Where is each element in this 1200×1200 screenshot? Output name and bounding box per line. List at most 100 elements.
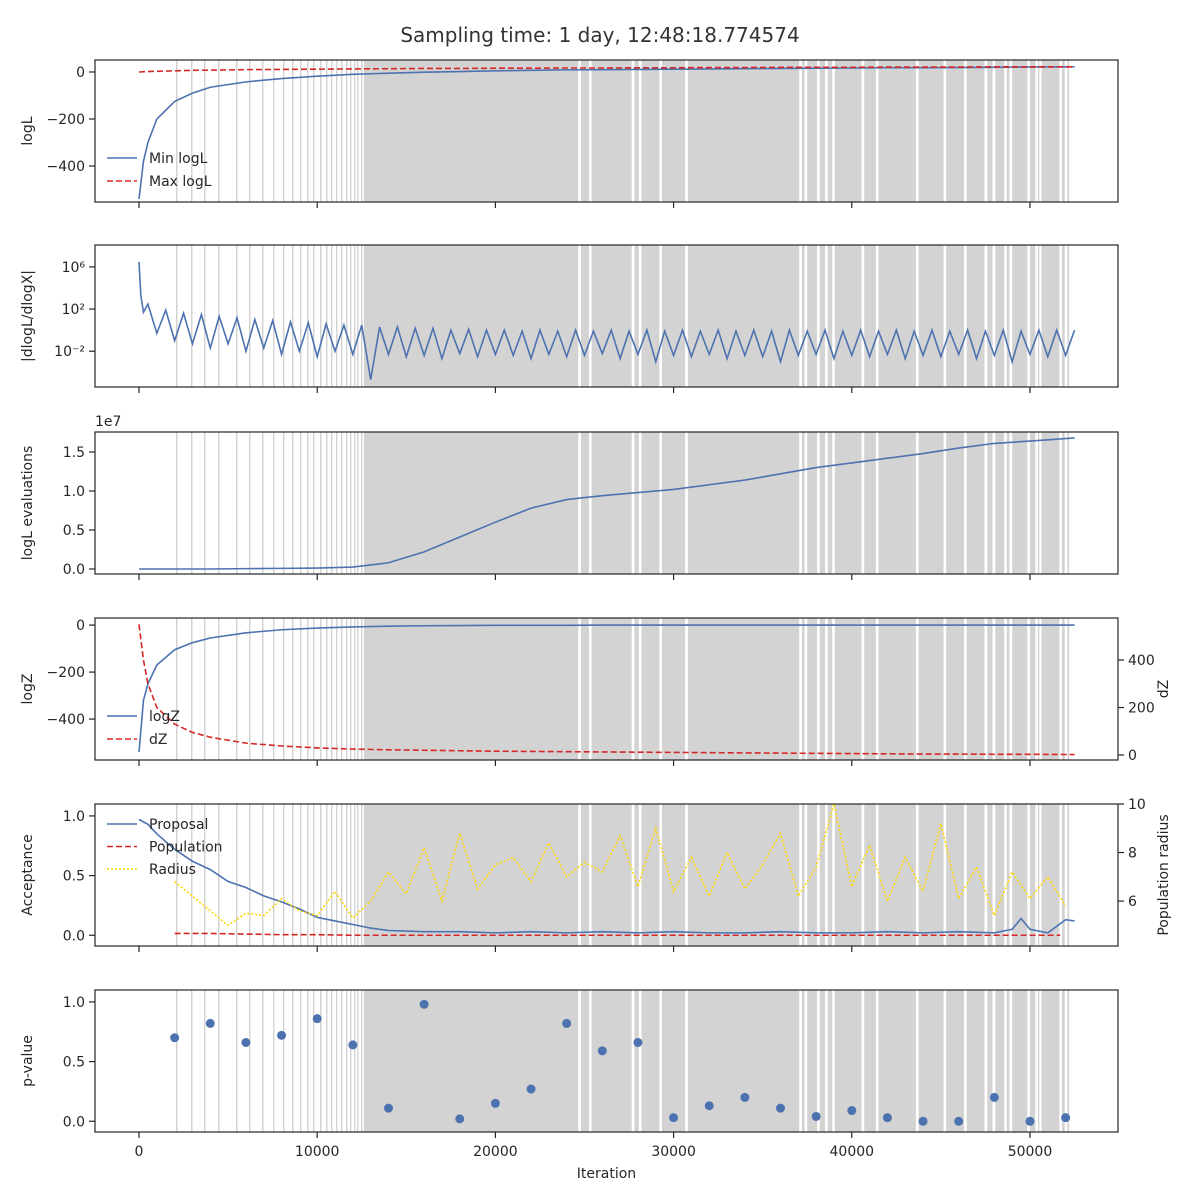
shaded-span bbox=[801, 432, 805, 574]
shaded-span bbox=[292, 60, 294, 202]
shaded-span bbox=[918, 990, 944, 1132]
shaded-span bbox=[326, 432, 328, 574]
shaded-span bbox=[1037, 245, 1040, 387]
scatter-point bbox=[562, 1018, 572, 1028]
shaded-span bbox=[995, 618, 1005, 760]
shaded-span bbox=[336, 245, 338, 387]
shaded-span bbox=[1012, 432, 1028, 574]
shaded-span bbox=[801, 804, 805, 946]
y-tick-label: 10² bbox=[62, 302, 85, 318]
shaded-span bbox=[1029, 618, 1036, 760]
shaded-span bbox=[363, 60, 579, 202]
shaded-span bbox=[1062, 618, 1065, 760]
shaded-span bbox=[350, 990, 352, 1132]
y-tick-label: 0.0 bbox=[63, 928, 85, 944]
shaded-span bbox=[249, 245, 251, 387]
y2-tick-label: 200 bbox=[1128, 701, 1155, 717]
shaded-span bbox=[236, 990, 238, 1132]
y2-tick-label: 10 bbox=[1128, 797, 1146, 813]
shaded-span bbox=[354, 60, 356, 202]
shaded-span bbox=[1067, 245, 1070, 387]
shaded-span bbox=[662, 60, 686, 202]
shaded-span bbox=[946, 618, 965, 760]
shaded-span bbox=[300, 804, 302, 946]
shaded-span bbox=[283, 990, 285, 1132]
x-tick-label: 30000 bbox=[651, 1144, 696, 1160]
shaded-span bbox=[292, 245, 294, 387]
shaded-span bbox=[864, 618, 876, 760]
axis-offset-label: 1e7 bbox=[95, 414, 121, 430]
legend-label: Radius bbox=[149, 862, 196, 878]
shaded-span bbox=[283, 432, 285, 574]
shaded-span bbox=[320, 245, 322, 387]
shaded-span bbox=[249, 618, 251, 760]
shaded-span bbox=[580, 990, 589, 1132]
shaded-span bbox=[834, 245, 862, 387]
shaded-span bbox=[1006, 990, 1010, 1132]
shaded-span bbox=[580, 432, 589, 574]
shaded-span bbox=[1067, 804, 1070, 946]
shaded-span bbox=[320, 804, 322, 946]
shaded-span bbox=[236, 245, 238, 387]
series-line bbox=[174, 932, 1061, 937]
shaded-span bbox=[827, 618, 833, 760]
scatter-point bbox=[633, 1038, 643, 1048]
shaded-span bbox=[591, 804, 632, 946]
shaded-span bbox=[326, 245, 328, 387]
shaded-span bbox=[807, 245, 818, 387]
legend-label: Max logL bbox=[149, 174, 212, 190]
shaded-span bbox=[191, 804, 193, 946]
shaded-span bbox=[249, 432, 251, 574]
shaded-span bbox=[1012, 804, 1028, 946]
shaded-span bbox=[966, 804, 985, 946]
shaded-span bbox=[662, 432, 686, 574]
y-axis-label: logL evaluations bbox=[20, 446, 36, 561]
shaded-span bbox=[300, 990, 302, 1132]
y-tick-label: 0.0 bbox=[63, 1114, 85, 1130]
shaded-span bbox=[1062, 432, 1065, 574]
shaded-span bbox=[341, 245, 343, 387]
plot-area bbox=[138, 804, 1075, 946]
shaded-span bbox=[1067, 60, 1070, 202]
x-tick-label: 20000 bbox=[473, 1144, 518, 1160]
shaded-span bbox=[307, 618, 309, 760]
shaded-span bbox=[591, 60, 632, 202]
shaded-span bbox=[591, 432, 632, 574]
shaded-span bbox=[918, 60, 944, 202]
shaded-span bbox=[634, 245, 639, 387]
shaded-span bbox=[864, 432, 876, 574]
shaded-span bbox=[313, 245, 315, 387]
axes-frame bbox=[94, 59, 1119, 203]
shaded-span bbox=[1037, 432, 1040, 574]
shaded-span bbox=[350, 432, 352, 574]
shaded-span bbox=[326, 990, 328, 1132]
shaded-span bbox=[1062, 245, 1065, 387]
shaded-span bbox=[580, 618, 589, 760]
shaded-span bbox=[1037, 618, 1040, 760]
shaded-span bbox=[966, 245, 985, 387]
shaded-span bbox=[204, 432, 206, 574]
shaded-span bbox=[827, 60, 833, 202]
shaded-span bbox=[346, 60, 348, 202]
shaded-span bbox=[300, 245, 302, 387]
shaded-span bbox=[687, 432, 800, 574]
shaded-span bbox=[350, 60, 352, 202]
shaded-span bbox=[834, 804, 862, 946]
series-line bbox=[138, 818, 1075, 934]
series-line bbox=[139, 437, 1075, 570]
series-line bbox=[138, 624, 1075, 756]
shaded-span bbox=[361, 245, 363, 387]
y2-tick-label: 0 bbox=[1128, 748, 1137, 764]
shaded-span bbox=[191, 990, 193, 1132]
shaded-span bbox=[363, 804, 579, 946]
shaded-span bbox=[591, 618, 632, 760]
shaded-span bbox=[591, 990, 632, 1132]
figure-title: Sampling time: 1 day, 12:48:18.774574 bbox=[400, 23, 799, 47]
shaded-span bbox=[204, 804, 206, 946]
shaded-span bbox=[1037, 60, 1040, 202]
scatter-point bbox=[490, 1098, 500, 1108]
shaded-span bbox=[350, 245, 352, 387]
shaded-span bbox=[966, 990, 985, 1132]
shaded-span bbox=[336, 804, 338, 946]
shaded-span bbox=[1006, 60, 1010, 202]
